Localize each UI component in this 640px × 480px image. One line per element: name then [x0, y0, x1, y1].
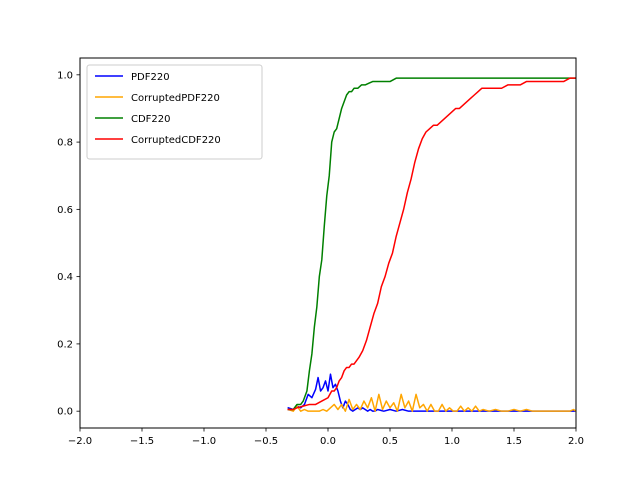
y-tick-label: 0.6 [57, 205, 73, 216]
y-axis: 0.0 0.2 0.4 0.6 0.8 1.0 [57, 70, 80, 418]
series-line-corruptedpdf220 [287, 393, 576, 413]
legend-box [86, 64, 263, 160]
y-tick-label: 0.0 [57, 407, 73, 418]
x-tick-label: −2.0 [68, 436, 92, 447]
x-tick-label: 2.0 [568, 436, 584, 447]
legend-label-cdf220: CDF220 [131, 114, 171, 125]
x-tick-label: 0.5 [382, 436, 398, 447]
y-tick-label: 0.4 [57, 272, 73, 283]
x-tick-label: −1.0 [192, 436, 216, 447]
y-tick-label: 0.2 [57, 339, 73, 350]
legend-label-pdf220: PDF220 [131, 72, 170, 83]
x-tick-label: −1.5 [130, 436, 154, 447]
x-axis: −2.0 −1.5 −1.0 −0.5 0.0 0.5 1.0 1.5 2.0 [68, 428, 584, 447]
y-tick-label: 1.0 [57, 70, 73, 81]
series-line-pdf220 [287, 373, 576, 412]
series-line-cdf220 [287, 77, 576, 411]
series-layer [287, 77, 576, 413]
legend-label-corruptedpdf220: CorruptedPDF220 [131, 93, 220, 104]
y-tick-label: 0.8 [57, 138, 73, 149]
series-line-corruptedcdf220 [287, 77, 576, 411]
legend-label-corruptedcdf220: CorruptedCDF220 [131, 135, 221, 146]
x-tick-label: 1.5 [506, 436, 522, 447]
x-tick-label: −0.5 [254, 436, 278, 447]
x-tick-label: 1.0 [444, 436, 460, 447]
legend: PDF220 CorruptedPDF220 CDF220 CorruptedCDF2… [86, 64, 263, 160]
x-tick-label: 0.0 [320, 436, 336, 447]
